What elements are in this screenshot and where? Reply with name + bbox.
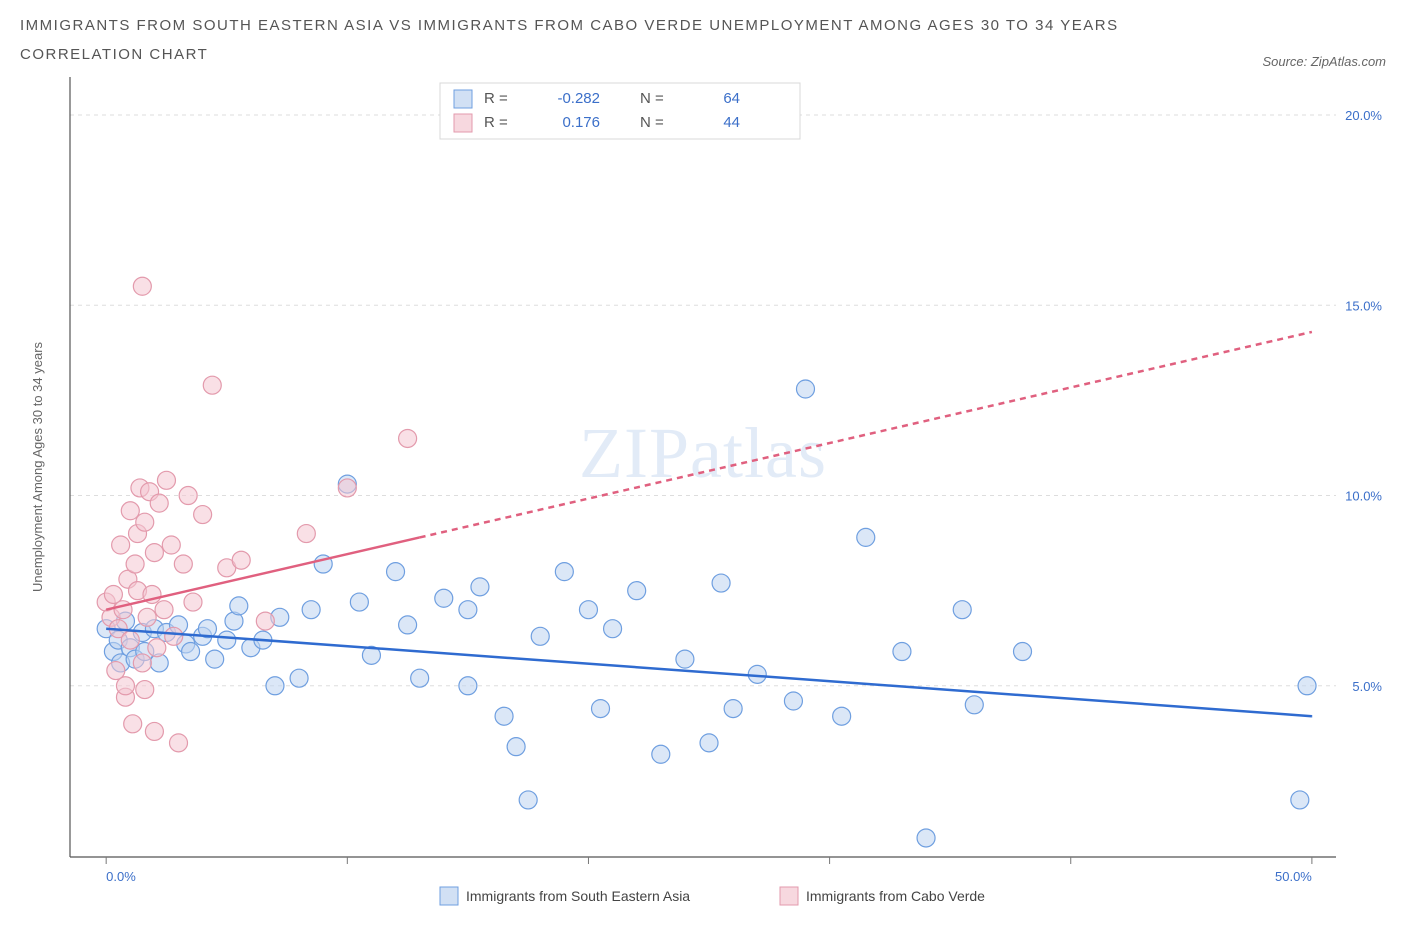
data-point-cabo bbox=[121, 502, 139, 520]
data-point-sea bbox=[604, 620, 622, 638]
y-axis-title: Unemployment Among Ages 30 to 34 years bbox=[30, 341, 45, 592]
data-point-sea bbox=[628, 582, 646, 600]
data-point-sea bbox=[399, 616, 417, 634]
title-line-2: CORRELATION CHART bbox=[20, 41, 1119, 70]
y-tick-label: 10.0% bbox=[1345, 489, 1382, 504]
data-point-sea bbox=[230, 597, 248, 615]
stats-swatch-sea bbox=[454, 90, 472, 108]
data-point-sea bbox=[712, 574, 730, 592]
data-point-cabo bbox=[162, 536, 180, 554]
data-point-cabo bbox=[338, 479, 356, 497]
data-point-cabo bbox=[150, 494, 168, 512]
data-point-sea bbox=[893, 643, 911, 661]
y-tick-label: 5.0% bbox=[1352, 679, 1382, 694]
data-point-cabo bbox=[138, 608, 156, 626]
data-point-sea bbox=[579, 601, 597, 619]
data-point-sea bbox=[459, 677, 477, 695]
data-point-sea bbox=[290, 669, 308, 687]
data-point-sea bbox=[266, 677, 284, 695]
data-point-cabo bbox=[179, 487, 197, 505]
data-point-cabo bbox=[136, 681, 154, 699]
x-tick-label: 50.0% bbox=[1275, 869, 1312, 884]
data-point-cabo bbox=[121, 631, 139, 649]
data-point-sea bbox=[182, 643, 200, 661]
data-point-sea bbox=[206, 650, 224, 668]
data-point-cabo bbox=[145, 544, 163, 562]
stats-n-sea: 64 bbox=[723, 90, 740, 107]
data-point-sea bbox=[1291, 791, 1309, 809]
x-tick-label: 0.0% bbox=[106, 869, 136, 884]
legend-swatch-sea bbox=[440, 887, 458, 905]
data-point-cabo bbox=[203, 376, 221, 394]
data-point-sea bbox=[784, 692, 802, 710]
y-tick-label: 15.0% bbox=[1345, 298, 1382, 313]
data-point-cabo bbox=[126, 555, 144, 573]
data-point-sea bbox=[531, 627, 549, 645]
data-point-sea bbox=[519, 791, 537, 809]
stats-r-eq: R = bbox=[484, 114, 508, 131]
stats-r-sea: -0.282 bbox=[557, 90, 600, 107]
stats-swatch-cabo bbox=[454, 114, 472, 132]
data-point-cabo bbox=[165, 627, 183, 645]
data-point-cabo bbox=[184, 593, 202, 611]
data-point-sea bbox=[495, 707, 513, 725]
data-point-sea bbox=[387, 563, 405, 581]
data-point-sea bbox=[953, 601, 971, 619]
data-point-sea bbox=[218, 631, 236, 649]
data-point-cabo bbox=[112, 536, 130, 554]
title-line-1: IMMIGRANTS FROM SOUTH EASTERN ASIA VS IM… bbox=[20, 12, 1119, 41]
data-point-cabo bbox=[297, 525, 315, 543]
data-point-cabo bbox=[124, 715, 142, 733]
data-point-cabo bbox=[133, 654, 151, 672]
data-point-cabo bbox=[157, 471, 175, 489]
data-point-sea bbox=[471, 578, 489, 596]
data-point-cabo bbox=[194, 506, 212, 524]
data-point-cabo bbox=[133, 277, 151, 295]
data-point-sea bbox=[724, 700, 742, 718]
data-point-sea bbox=[796, 380, 814, 398]
correlation-scatter-chart: ZIPatlas0.0%50.0%5.0%10.0%15.0%20.0%Unem… bbox=[20, 77, 1386, 917]
data-point-sea bbox=[435, 589, 453, 607]
chart-header: IMMIGRANTS FROM SOUTH EASTERN ASIA VS IM… bbox=[20, 12, 1386, 69]
data-point-cabo bbox=[155, 601, 173, 619]
data-point-cabo bbox=[170, 734, 188, 752]
data-point-sea bbox=[917, 829, 935, 847]
stats-r-eq: R = bbox=[484, 90, 508, 107]
data-point-cabo bbox=[145, 722, 163, 740]
source-label: Source: ZipAtlas.com bbox=[1262, 54, 1386, 69]
legend-label-cabo: Immigrants from Cabo Verde bbox=[806, 888, 985, 904]
data-point-sea bbox=[857, 528, 875, 546]
data-point-sea bbox=[411, 669, 429, 687]
data-point-sea bbox=[833, 707, 851, 725]
title-block: IMMIGRANTS FROM SOUTH EASTERN ASIA VS IM… bbox=[20, 12, 1119, 69]
legend-swatch-cabo bbox=[780, 887, 798, 905]
data-point-sea bbox=[965, 696, 983, 714]
data-point-sea bbox=[700, 734, 718, 752]
data-point-sea bbox=[555, 563, 573, 581]
data-point-cabo bbox=[148, 639, 166, 657]
stats-n-cabo: 44 bbox=[723, 114, 740, 131]
stats-n-eq: N = bbox=[640, 90, 664, 107]
legend-label-sea: Immigrants from South Eastern Asia bbox=[466, 888, 690, 904]
data-point-cabo bbox=[116, 677, 134, 695]
data-point-sea bbox=[652, 745, 670, 763]
data-point-cabo bbox=[232, 551, 250, 569]
data-point-sea bbox=[676, 650, 694, 668]
trend-line-dashed-cabo bbox=[420, 332, 1312, 538]
data-point-sea bbox=[302, 601, 320, 619]
data-point-sea bbox=[1014, 643, 1032, 661]
data-point-sea bbox=[459, 601, 477, 619]
stats-r-cabo: 0.176 bbox=[562, 114, 600, 131]
data-point-sea bbox=[592, 700, 610, 718]
data-point-cabo bbox=[136, 513, 154, 531]
stats-n-eq: N = bbox=[640, 114, 664, 131]
y-tick-label: 20.0% bbox=[1345, 108, 1382, 123]
data-point-cabo bbox=[174, 555, 192, 573]
data-point-sea bbox=[350, 593, 368, 611]
data-point-cabo bbox=[399, 429, 417, 447]
data-point-sea bbox=[507, 738, 525, 756]
data-point-cabo bbox=[256, 612, 274, 630]
trend-line-sea bbox=[106, 629, 1312, 717]
data-point-sea bbox=[1298, 677, 1316, 695]
